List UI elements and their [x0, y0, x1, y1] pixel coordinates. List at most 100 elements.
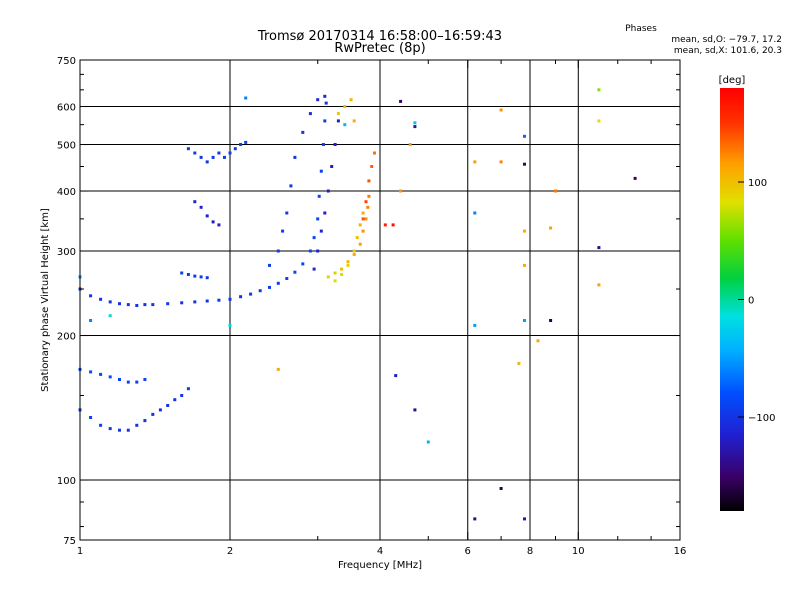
data-point	[239, 295, 243, 299]
chart-subtitle: RwPretec (8p)	[334, 41, 425, 56]
data-point	[180, 301, 184, 305]
data-point	[89, 294, 93, 298]
data-point	[108, 300, 112, 304]
data-point	[597, 283, 601, 287]
chart-title: Tromsø 20170314 16:58:00–16:59:43	[257, 29, 502, 44]
data-point	[233, 147, 237, 151]
data-point	[340, 267, 344, 271]
data-point	[323, 94, 327, 98]
data-point	[523, 162, 526, 166]
data-point	[193, 274, 197, 278]
data-point	[352, 253, 356, 256]
data-point	[244, 140, 248, 144]
data-point	[523, 229, 526, 233]
data-point	[308, 249, 312, 253]
data-point	[523, 319, 526, 322]
data-point	[499, 487, 503, 490]
data-point	[319, 229, 323, 233]
y-tick-label: 750	[57, 56, 76, 67]
data-point	[180, 394, 184, 397]
data-point	[413, 125, 417, 129]
data-point	[223, 155, 226, 159]
data-point	[301, 130, 305, 134]
data-point	[268, 263, 271, 267]
data-point	[349, 98, 353, 102]
data-point	[536, 339, 540, 343]
data-point	[413, 408, 417, 412]
data-point	[633, 176, 637, 180]
data-point	[108, 427, 112, 431]
y-tick-label: 75	[63, 536, 76, 547]
data-point	[276, 281, 280, 285]
data-point	[186, 387, 190, 391]
data-point	[118, 428, 121, 432]
data-point	[151, 303, 155, 307]
data-point	[108, 314, 112, 318]
data-point	[118, 302, 121, 306]
data-point	[99, 297, 103, 301]
data-point	[166, 302, 170, 306]
data-point	[473, 211, 477, 215]
data-point	[217, 223, 221, 227]
data-point	[346, 260, 350, 264]
data-point	[143, 303, 147, 307]
data-point	[193, 200, 197, 204]
data-point	[336, 119, 340, 123]
data-point	[317, 194, 321, 198]
data-point	[285, 277, 289, 280]
data-point	[186, 273, 190, 276]
data-point	[333, 143, 337, 146]
data-point	[523, 263, 526, 267]
data-point	[394, 374, 398, 378]
data-point	[276, 367, 280, 371]
data-point	[281, 229, 285, 233]
data-point	[413, 121, 417, 125]
data-point	[301, 262, 305, 266]
data-point	[186, 147, 190, 151]
data-point	[323, 211, 327, 215]
data-point	[199, 205, 203, 209]
data-point	[361, 229, 365, 233]
data-point	[89, 416, 93, 419]
data-point	[293, 270, 297, 274]
data-point	[333, 279, 337, 283]
y-axis-label: Stationary phase Virtual Height [km]	[40, 208, 51, 392]
data-point	[135, 423, 139, 427]
data-point	[367, 194, 371, 198]
data-point	[193, 300, 197, 304]
colorbar-tick-label: 100	[748, 178, 767, 189]
data-point	[333, 271, 337, 275]
data-point	[211, 155, 215, 159]
data-point	[193, 151, 197, 155]
data-point	[523, 134, 526, 138]
data-point	[228, 151, 232, 155]
data-point	[228, 323, 232, 327]
data-point	[549, 226, 553, 230]
colorbar-tick-label: −100	[748, 413, 775, 424]
data-point	[99, 372, 103, 376]
data-point	[316, 249, 320, 253]
data-point	[346, 263, 350, 267]
data-point	[373, 151, 376, 155]
data-point	[268, 285, 271, 289]
data-point	[426, 440, 430, 444]
data-point	[151, 412, 155, 416]
data-point	[289, 184, 293, 188]
data-point	[228, 297, 232, 301]
data-point	[549, 319, 553, 322]
data-point	[217, 298, 221, 302]
data-point	[367, 179, 371, 183]
colorbar-ticks: 100 0 −100	[738, 178, 775, 424]
data-point	[199, 275, 203, 279]
data-point	[383, 223, 387, 227]
data-point	[312, 236, 316, 240]
data-point	[499, 108, 503, 112]
x-tick-label: 2	[227, 546, 233, 557]
data-point	[358, 242, 362, 246]
data-point	[473, 517, 477, 521]
x-tick-label: 16	[674, 546, 687, 557]
data-point	[126, 380, 130, 384]
data-point	[180, 271, 184, 275]
data-point	[205, 276, 209, 280]
data-point	[126, 428, 130, 432]
